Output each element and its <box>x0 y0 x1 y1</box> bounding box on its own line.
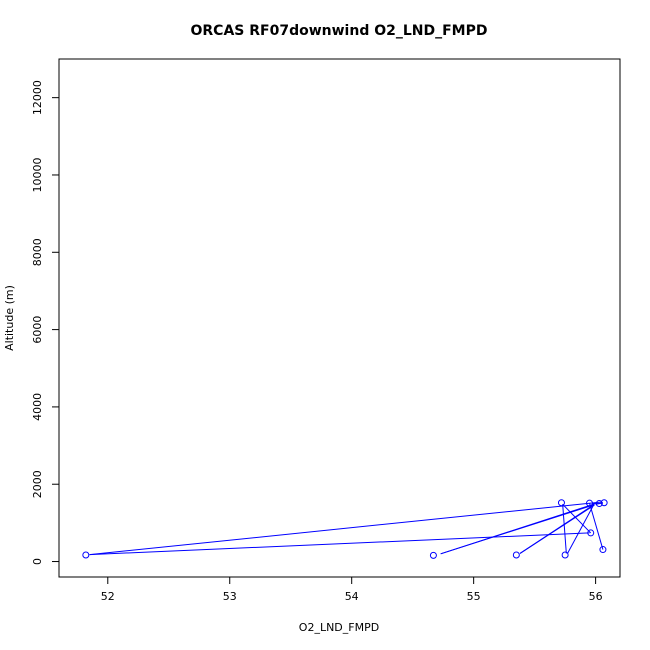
chart-title: ORCAS RF07downwind O2_LND_FMPD <box>191 23 488 39</box>
y-axis: 0 2000 4000 6000 8000 10000 12000 <box>31 80 59 565</box>
data-point-7 <box>595 500 603 508</box>
plot-frame <box>58 58 621 578</box>
series-segment-8 <box>567 503 595 554</box>
series-points <box>82 499 608 559</box>
x-tick-label-0: 52 <box>101 590 115 603</box>
x-axis: 52 53 54 55 56 <box>101 577 603 603</box>
series-lines <box>89 501 604 556</box>
data-point-5 <box>586 499 594 507</box>
y-tick-label-4: 8000 <box>31 238 44 266</box>
y-tick-label-1: 2000 <box>31 470 44 498</box>
data-point-8 <box>599 546 607 554</box>
series-segment-0 <box>89 501 602 556</box>
y-tick-label-2: 4000 <box>31 393 44 421</box>
data-point-3 <box>557 499 565 507</box>
x-axis-label: O2_LND_FMPD <box>299 621 379 634</box>
series-segment-3 <box>440 504 595 555</box>
series-segment-11 <box>595 502 604 505</box>
data-point-6 <box>587 529 595 537</box>
x-tick-label-3: 55 <box>467 590 481 603</box>
y-tick-label-0: 0 <box>31 558 44 565</box>
data-point-9 <box>600 499 608 507</box>
series-segment-1 <box>89 532 590 556</box>
x-tick-label-1: 53 <box>223 590 237 603</box>
series-segment-9 <box>589 503 604 550</box>
y-axis-label: Altitude (m) <box>3 285 16 351</box>
series-segment-7 <box>562 503 592 534</box>
x-tick-label-4: 56 <box>589 590 603 603</box>
x-tick-label-2: 54 <box>345 590 359 603</box>
data-point-4 <box>561 551 569 559</box>
series-segment-5 <box>519 504 595 554</box>
data-point-2 <box>512 551 520 559</box>
data-point-0 <box>82 551 90 559</box>
series-segment-6 <box>562 504 567 554</box>
y-tick-label-5: 10000 <box>31 157 44 192</box>
y-tick-label-6: 12000 <box>31 80 44 115</box>
y-tick-label-3: 6000 <box>31 316 44 344</box>
data-point-1 <box>429 551 437 559</box>
